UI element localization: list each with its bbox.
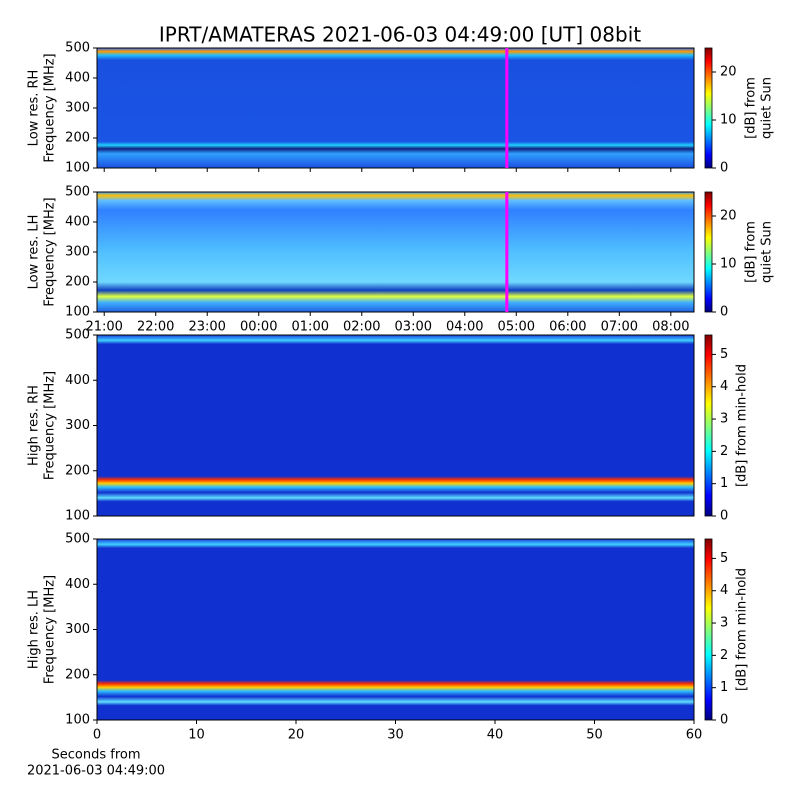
y-tick-label: 500 [65, 185, 90, 200]
x-tick-label: 22:00 [137, 320, 174, 335]
colorbar-tick-label: 20 [720, 65, 737, 80]
y-tick-label: 300 [65, 245, 90, 260]
colorbar-tick-label: 1 [720, 680, 728, 695]
colorbar-tick-label: 20 [720, 209, 737, 224]
colorbar-tick-label: 3 [720, 412, 728, 427]
colorbar-tick-label: 2 [720, 648, 728, 663]
x-tick-label: 03:00 [395, 320, 432, 335]
y-tick-label: 400 [65, 577, 90, 592]
colorbar-tick-label: 3 [720, 616, 728, 631]
y-tick-label: 200 [65, 463, 90, 478]
y-axis-label-line: Low res. RH [27, 70, 42, 147]
y-tick-label: 100 [65, 713, 90, 728]
x-tick-label: 40 [487, 728, 504, 743]
y-tick-label: 500 [65, 328, 90, 343]
colorbar-tick-label: 0 [720, 509, 728, 524]
y-axis-label: High res. LH Frequency [MHz] [27, 575, 58, 684]
x-tick-label: 10 [188, 728, 205, 743]
y-tick-label: 200 [65, 667, 90, 682]
colorbar-label-line: quiet Sun [760, 221, 775, 283]
colorbar-tick-label: 4 [720, 379, 728, 394]
y-axis-label-line: High res. LH [27, 590, 42, 669]
colorbar-tick-label: 0 [720, 713, 728, 728]
y-axis-label-line: Frequency [MHz] [43, 575, 58, 684]
x-tick-label: 01:00 [292, 320, 329, 335]
colorbar-label: [dB] from min-hold [735, 364, 750, 487]
spectrogram [97, 539, 694, 720]
x-tick-label: 07:00 [601, 320, 638, 335]
colorbar-tick-label: 10 [720, 257, 737, 272]
colorbar-tick-label: 1 [720, 476, 728, 491]
colorbar-tick-label: 0 [720, 305, 728, 320]
title: IPRT/AMATERAS 2021-06-03 04:49:00 [UT] 0… [159, 23, 641, 47]
x-tick-label: 23:00 [188, 320, 225, 335]
x-tick-label: 50 [586, 728, 603, 743]
x-tick-label: 05:00 [498, 320, 535, 335]
colorbar-label-line: quiet Sun [760, 77, 775, 139]
y-tick-label: 500 [65, 41, 90, 56]
y-axis-label: Low res. LH Frequency [MHz] [27, 197, 58, 306]
y-tick-label: 300 [65, 418, 90, 433]
y-tick-label: 100 [65, 161, 90, 176]
y-axis-label-line: Frequency [MHz] [43, 53, 58, 162]
colorbar [704, 538, 713, 721]
colorbar-tick-label: 5 [720, 551, 728, 566]
colorbar-label: [dB] from min-hold [735, 568, 750, 691]
x-tick-label: 02:00 [343, 320, 380, 335]
y-tick-label: 300 [65, 622, 90, 637]
y-tick-label: 100 [65, 509, 90, 524]
y-tick-label: 200 [65, 275, 90, 290]
colorbar-label: [dB] from quiet Sun [744, 221, 775, 283]
spectrogram [97, 335, 694, 516]
x-tick-label: 06:00 [549, 320, 586, 335]
colorbar-label-line: [dB] from min-hold [735, 364, 750, 487]
y-axis-label-line: Low res. LH [27, 215, 42, 290]
x-tick-label: 04:00 [446, 320, 483, 335]
x-tick-label: 60 [686, 728, 703, 743]
colorbar-tick-label: 10 [720, 113, 737, 128]
y-axis-label-line: High res. RH [27, 385, 42, 466]
y-axis-label: Low res. RH Frequency [MHz] [27, 53, 58, 162]
x-axis-label-line: 2021-06-03 04:49:00 [27, 764, 165, 779]
colorbar [704, 191, 713, 313]
x-tick-label: 00:00 [240, 320, 277, 335]
y-tick-label: 100 [65, 305, 90, 320]
y-axis-label-line: Frequency [MHz] [43, 371, 58, 480]
colorbar [704, 334, 713, 517]
colorbar-tick-label: 4 [720, 583, 728, 598]
y-tick-label: 300 [65, 101, 90, 116]
colorbar-tick-label: 0 [720, 161, 728, 176]
colorbar-label-line: [dB] from min-hold [735, 568, 750, 691]
x-tick-label: 30 [387, 728, 404, 743]
y-tick-label: 200 [65, 131, 90, 146]
y-axis-label: High res. RH Frequency [MHz] [27, 371, 58, 480]
spectrogram [97, 192, 694, 312]
x-tick-label: 20 [288, 728, 305, 743]
colorbar [704, 47, 713, 169]
x-tick-label: 21:00 [85, 320, 122, 335]
colorbar-label-line: [dB] from [744, 77, 759, 139]
colorbar-tick-label: 2 [720, 444, 728, 459]
colorbar-label-line: [dB] from [744, 221, 759, 283]
colorbar-tick-label: 5 [720, 347, 728, 362]
y-tick-label: 400 [65, 215, 90, 230]
x-axis-label-line: Seconds from [51, 748, 140, 763]
y-axis-label-line: Frequency [MHz] [43, 197, 58, 306]
x-tick-label: 0 [93, 728, 101, 743]
spectrogram [97, 48, 694, 168]
y-tick-label: 400 [65, 71, 90, 86]
y-tick-label: 400 [65, 373, 90, 388]
x-tick-label: 08:00 [652, 320, 689, 335]
colorbar-label: [dB] from quiet Sun [744, 77, 775, 139]
y-tick-label: 500 [65, 532, 90, 547]
